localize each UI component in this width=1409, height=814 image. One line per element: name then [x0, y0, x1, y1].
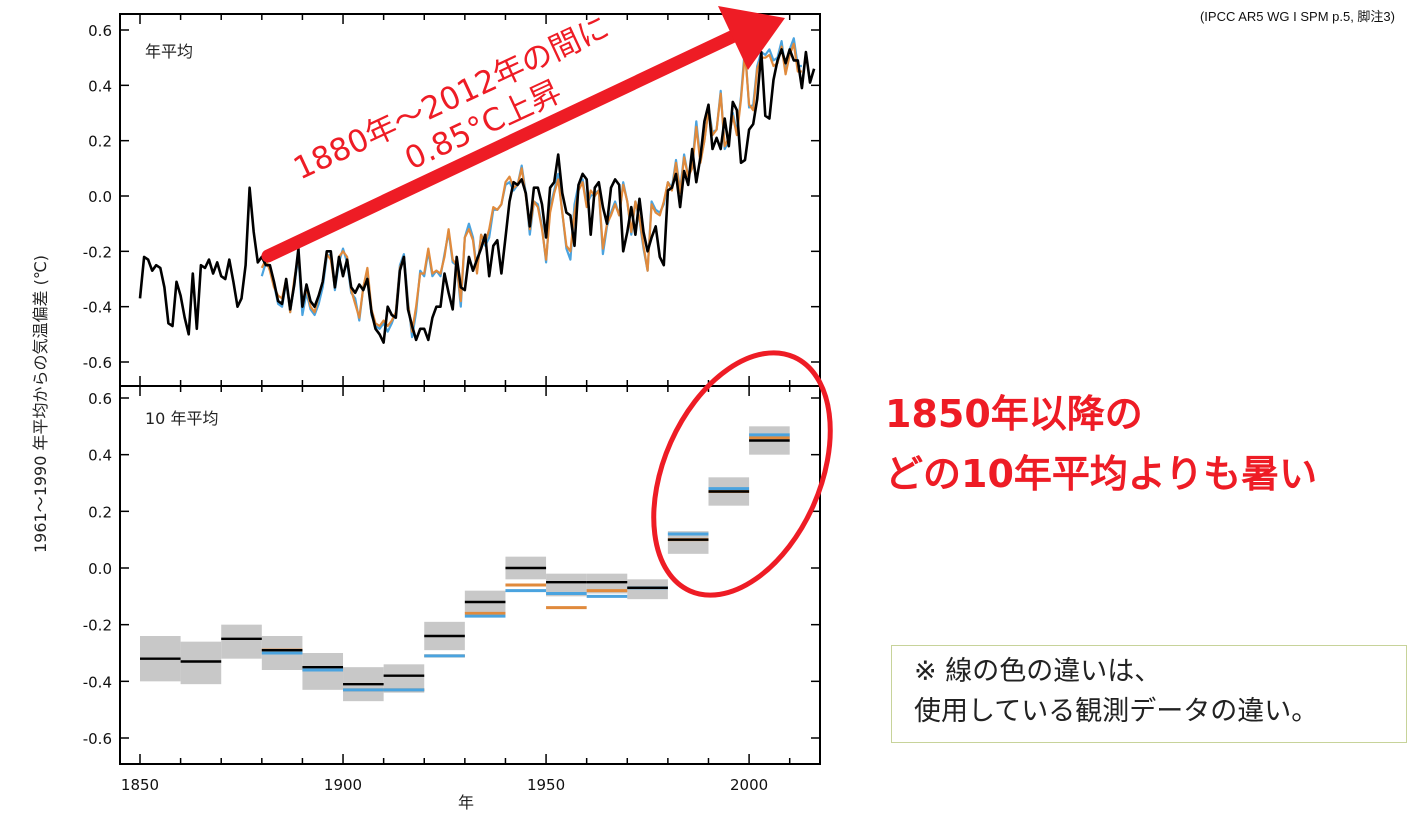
y-tick-label-0-4: 0.2: [88, 133, 112, 151]
callout-line2: どの10年平均よりも暑い: [885, 452, 1318, 496]
y-tick-label-0-2: -0.2: [83, 243, 112, 261]
x-axis-label: 年: [458, 793, 474, 812]
source-note: (IPCC AR5 WG I SPM p.5, 脚注3): [1199, 9, 1395, 24]
y-tick-label-0-5: 0.4: [88, 77, 112, 95]
decade-band-2: [221, 624, 262, 659]
y-tick-label-0-3: 0.0: [88, 188, 112, 206]
y-tick-label-1-1: -0.4: [83, 673, 112, 691]
note-box: ※ 線の色の違いは、 使用している観測データの違い。: [891, 645, 1407, 743]
chart-axes: [119, 13, 821, 765]
y-tick-label-1-2: -0.2: [83, 617, 112, 635]
decade-band-1: [180, 641, 222, 685]
arrow-annotation-line1: 1880年〜2012年の間に: [288, 9, 615, 187]
y-tick-label-1-3: 0.0: [88, 560, 112, 578]
note-line2: 使用している観測データの違い。: [914, 696, 1319, 727]
annual-series-lines: [138, 37, 816, 344]
callout-text: 1850年以降の どの10年平均よりも暑い: [885, 384, 1317, 504]
top-panel-title: 年平均: [145, 42, 193, 61]
y-tick-label-1-0: -0.6: [83, 730, 112, 748]
tick-labels: -0.6 -0.4 -0.2 0.0 0.2 0.4 0.6 -0.6 -0.4 -0.2 0.0 0…: [83, 22, 768, 794]
decade-band-6: [383, 664, 425, 693]
decadal-mean-lines: [140, 433, 790, 692]
x-tick-label-1: 1900: [324, 776, 362, 794]
y-tick-label-1-6: 0.6: [88, 390, 112, 408]
decadal-uncertainty-bands: [140, 426, 790, 702]
panel-frame-1: [119, 385, 821, 765]
bottom-panel-title: 10 年平均: [145, 409, 218, 428]
x-tick-label-2: 1950: [527, 776, 565, 794]
warming-arrow: [261, 6, 785, 263]
y-tick-label-1-4: 0.2: [88, 503, 112, 521]
highlight-ellipse: [651, 350, 833, 598]
arrow-shaft: [261, 26, 747, 263]
decade-band-11: [586, 573, 628, 594]
y-tick-label-0-0: -0.6: [83, 354, 112, 372]
y-axis-label: 1961〜1990 年平均からの気温偏差 (℃): [31, 255, 50, 553]
annual-series-0: [138, 48, 816, 344]
y-tick-label-0-6: 0.6: [88, 22, 112, 40]
y-tick-label-1-5: 0.4: [88, 447, 112, 465]
y-tick-label-0-1: -0.4: [83, 299, 112, 317]
decade-band-10: [546, 573, 587, 597]
x-tick-label-0: 1850: [121, 776, 159, 794]
decade-band-13: [667, 531, 709, 554]
callout-line1: 1850年以降の: [885, 392, 1143, 436]
x-tick-label-3: 2000: [730, 776, 768, 794]
arrowhead-icon: [718, 6, 785, 70]
note-line1: ※ 線の色の違いは、: [914, 656, 1162, 687]
